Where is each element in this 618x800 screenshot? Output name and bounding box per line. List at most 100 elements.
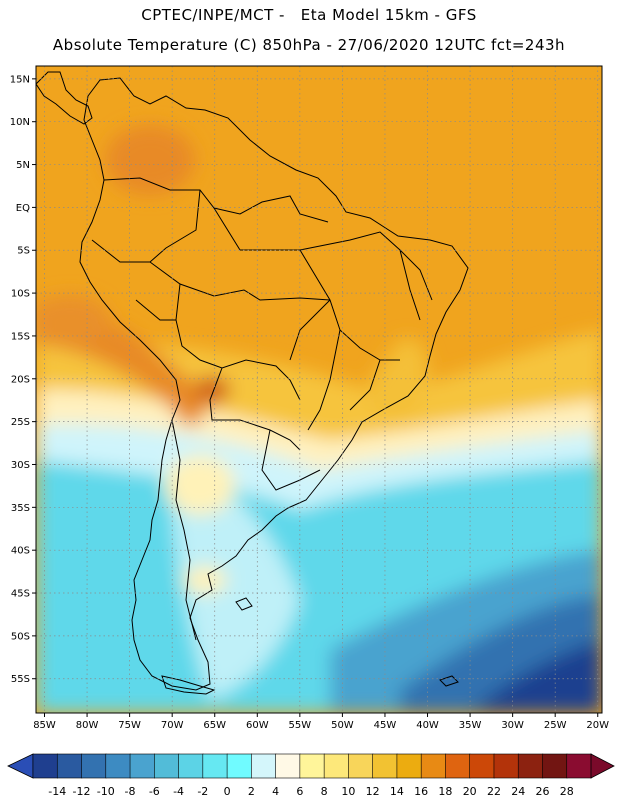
colorbar-swatch [56,753,83,779]
temperature-field [36,66,602,713]
colorbar-label: -4 [173,785,184,798]
colorbar-label: 10 [341,785,355,798]
longitude-ticks: 85W 80W 75W 70W 65W 60W 55W 50W 45W 40W 35W 30W 25W 2… [33,713,609,731]
colorbar-swatch [105,753,131,779]
lat-tick-label: 10S [11,289,30,300]
colorbar-label: 0 [224,785,231,798]
colorbar-swatch [396,753,422,779]
lat-tick-label: 55S [11,674,30,685]
colorbar-label: 20 [463,785,477,798]
colorbar-label: -2 [197,785,208,798]
falklands [235,597,253,611]
title-line-2: Absolute Temperature (C) 850hPa - 27/06/… [52,36,566,54]
colorbar-swatch [275,753,301,779]
colorbar-swatch [469,753,495,779]
lon-tick-label: 80W [76,720,99,731]
field-argentina-tongue [170,470,300,700]
colorbar-arrow-right [590,753,615,779]
field-pampas-pale [165,455,235,515]
lon-tick-label: 25W [544,720,567,731]
lat-tick-label: 5S [17,246,30,257]
lon-tick-label: 55W [289,720,312,731]
lat-tick-label: 40S [11,546,30,557]
colorbar-swatch [323,753,350,779]
colorbar-label: -14 [48,785,66,798]
lat-tick-label: 20S [11,374,30,385]
lon-tick-label: 50W [331,720,354,731]
colorbar-swatch [129,753,156,779]
colorbar-arrow-left [7,753,34,779]
colorbar-label: 24 [511,785,525,798]
lat-tick-label: 30S [11,460,30,471]
lon-tick-label: 85W [33,720,56,731]
colorbar: -14 -12 -10 -8 -6 -4 -2 0 2 4 6 8 10 12 14 16 18 20 22 24 26… [7,753,615,798]
colorbar-swatch [32,753,58,779]
colorbar-label: 12 [366,785,380,798]
colorbar-swatch [299,753,325,779]
colorbar-label: 22 [487,785,501,798]
field-chaco-hot [194,376,230,404]
colorbar-label: 28 [560,785,574,798]
south-america-coast [79,77,469,691]
colorbar-swatch [154,753,180,779]
field-venezuela-warm [105,125,195,195]
lon-tick-label: 40W [416,720,439,731]
title-line-1: CPTEC/INPE/MCT - Eta Model 15km - GFS [141,6,477,24]
colorbar-swatch [542,753,568,779]
lon-tick-label: 35W [459,720,482,731]
field-west-coast-warm [36,295,110,345]
colorbar-label: -12 [73,785,91,798]
lat-tick-label: 15S [11,331,30,342]
land-outlines [36,71,469,695]
plot-frame [35,65,603,714]
country-borders [91,177,331,641]
colorbar-label: 4 [272,785,279,798]
lon-tick-label: 75W [118,720,141,731]
colorbar-label: 14 [390,785,404,798]
colorbar-swatch [493,753,519,779]
colorbar-swatch [348,753,374,779]
colorbar-swatch [81,753,107,779]
colorbar-label: -6 [149,785,160,798]
lat-tick-label: 35S [11,503,30,514]
lat-tick-label: 45S [11,589,30,600]
colorbar-label: 16 [414,785,428,798]
colorbar-label: -8 [125,785,136,798]
lon-tick-label: 70W [161,720,184,731]
colorbar-label: 2 [248,785,255,798]
latitude-ticks: 15N 10N 5N EQ 5S 10S 15S 20S 25S 30S 35S 40S 45S 50S 5… [10,74,36,685]
lat-tick-label: 5N [16,160,30,171]
south-georgia [439,675,459,687]
lat-tick-label: 50S [11,631,30,642]
lat-tick-label: 25S [11,417,30,428]
tierra-del-fuego [161,675,216,695]
colorbar-label: 6 [296,785,303,798]
lon-tick-label: 20W [586,720,609,731]
colorbar-swatch [566,753,592,779]
field-east-brazil-yellow [367,338,429,423]
colorbar-swatch [372,753,398,779]
lat-tick-label: 10N [10,117,30,128]
colorbar-swatch [517,753,544,779]
lon-tick-label: 45W [374,720,397,731]
colorbar-swatch [445,753,471,779]
state-borders [213,207,433,431]
field-blue-3 [470,640,602,713]
colorbar-swatch [226,753,253,779]
colorbar-swatch [420,753,447,779]
colorbar-swatch [178,753,204,779]
colorbar-label: -10 [97,785,115,798]
lon-tick-label: 30W [501,720,524,731]
colorbar-label: 18 [438,785,452,798]
colorbar-label: 26 [535,785,549,798]
lon-tick-label: 60W [246,720,269,731]
colorbar-swatch [202,753,228,779]
field-patagonia-pale [183,566,227,594]
lat-tick-label: EQ [16,203,30,214]
colorbar-swatch [251,753,277,779]
lat-tick-label: 15N [10,74,30,85]
lon-tick-label: 65W [203,720,226,731]
central-america-coast [36,71,93,125]
colorbar-label: 8 [321,785,328,798]
